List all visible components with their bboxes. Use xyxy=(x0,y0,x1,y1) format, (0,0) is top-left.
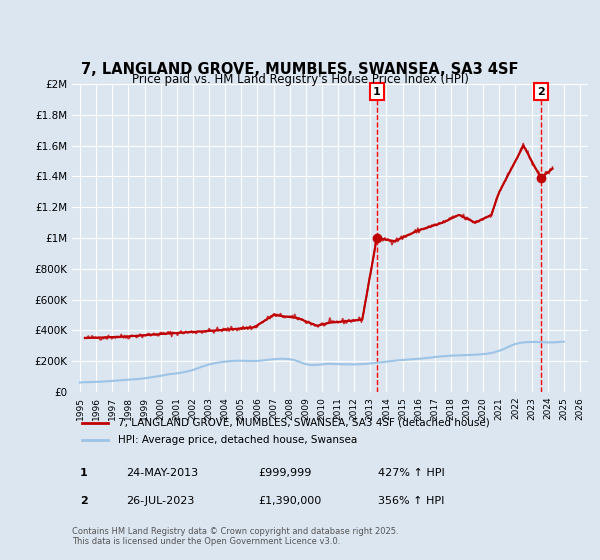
Text: 26-JUL-2023: 26-JUL-2023 xyxy=(126,496,194,506)
Text: 7, LANGLAND GROVE, MUMBLES, SWANSEA, SA3 4SF (detached house): 7, LANGLAND GROVE, MUMBLES, SWANSEA, SA3… xyxy=(118,418,490,428)
Text: 1: 1 xyxy=(373,87,380,97)
Text: 2: 2 xyxy=(537,87,545,97)
Text: 24-MAY-2013: 24-MAY-2013 xyxy=(126,468,198,478)
Text: Contains HM Land Registry data © Crown copyright and database right 2025.
This d: Contains HM Land Registry data © Crown c… xyxy=(72,526,398,546)
Text: £999,999: £999,999 xyxy=(258,468,311,478)
Text: 7, LANGLAND GROVE, MUMBLES, SWANSEA, SA3 4SF: 7, LANGLAND GROVE, MUMBLES, SWANSEA, SA3… xyxy=(81,63,519,77)
Text: HPI: Average price, detached house, Swansea: HPI: Average price, detached house, Swan… xyxy=(118,435,358,445)
Text: 356% ↑ HPI: 356% ↑ HPI xyxy=(378,496,445,506)
Text: Price paid vs. HM Land Registry's House Price Index (HPI): Price paid vs. HM Land Registry's House … xyxy=(131,73,469,86)
Text: 2: 2 xyxy=(80,496,88,506)
Text: £1,390,000: £1,390,000 xyxy=(258,496,321,506)
Text: 1: 1 xyxy=(80,468,88,478)
Text: 427% ↑ HPI: 427% ↑ HPI xyxy=(378,468,445,478)
